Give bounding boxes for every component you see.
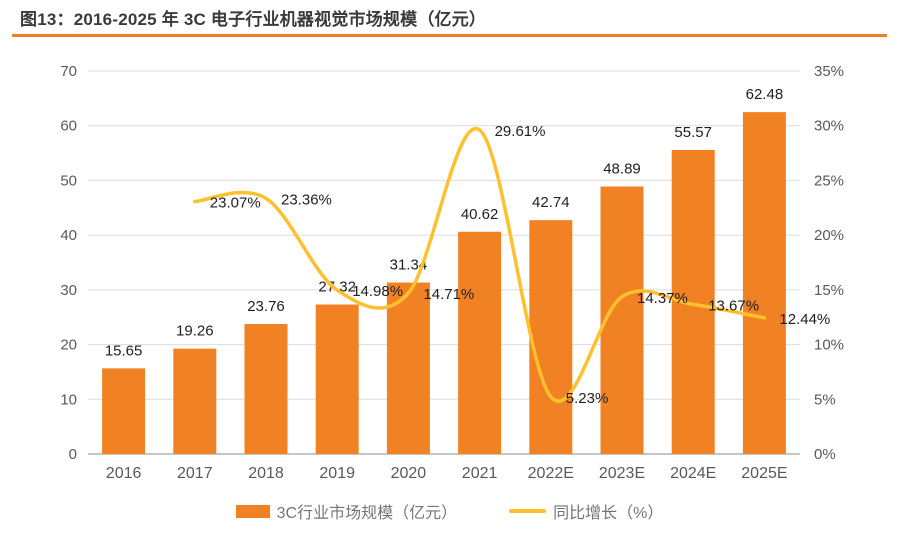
growth-point-label: 13.67%: [708, 297, 759, 314]
y-axis-left-tick-label: 40: [60, 227, 77, 244]
growth-point-label: 5.23%: [566, 390, 609, 407]
y-axis-left-tick-label: 30: [60, 282, 77, 299]
x-axis-label: 2025E: [741, 465, 787, 482]
bar-value-label: 55.57: [674, 124, 712, 141]
x-axis-label: 2019: [319, 465, 355, 482]
bar: [315, 304, 359, 454]
y-axis-left-tick-label: 60: [60, 118, 77, 135]
x-axis-label: 2020: [391, 465, 427, 482]
y-axis-right-tick-label: 0%: [814, 446, 836, 463]
growth-point-label: 23.36%: [281, 191, 332, 208]
y-axis-left-tick-label: 20: [60, 337, 77, 354]
bar: [600, 186, 644, 454]
y-axis-right-tick-label: 25%: [814, 172, 844, 189]
line-series-swatch-icon: [509, 509, 547, 513]
y-axis-left-tick-label: 10: [60, 391, 77, 408]
bar-value-label: 15.65: [105, 342, 143, 359]
y-axis-left-tick-label: 0: [69, 446, 77, 463]
growth-line: [193, 126, 767, 403]
y-axis-right-tick-label: 5%: [814, 391, 836, 408]
legend-item-market-size: 3C行业市场规模（亿元）: [235, 499, 458, 523]
bar-value-label: 62.48: [746, 86, 784, 103]
y-axis-left-tick-label: 50: [60, 172, 77, 189]
bar-series-swatch-icon: [235, 504, 270, 518]
figure-title: 图13：2016-2025 年 3C 电子行业机器视觉市场规模（亿元）: [12, 5, 486, 30]
bar: [102, 368, 146, 454]
growth-point-label: 14.37%: [637, 290, 688, 307]
bar: [386, 282, 430, 454]
bar-value-label: 40.62: [461, 206, 499, 223]
x-axis-label: 2018: [248, 465, 284, 482]
x-axis-label: 2016: [106, 465, 142, 482]
y-axis-right-tick-label: 20%: [814, 227, 844, 244]
x-axis-label: 2017: [177, 465, 213, 482]
growth-point-label: 12.44%: [779, 311, 830, 328]
growth-point-label: 14.98%: [352, 283, 403, 300]
bar: [173, 348, 217, 454]
legend-bar-label: 3C行业市场规模（亿元）: [276, 505, 458, 522]
figure-header: 图13：2016-2025 年 3C 电子行业机器视觉市场规模（亿元）: [12, 0, 887, 37]
growth-point-label: 23.07%: [210, 195, 261, 212]
legend: 3C行业市场规模（亿元） 同比增长（%）: [0, 499, 899, 523]
bar-value-label: 19.26: [176, 323, 214, 340]
bar-value-label: 48.89: [603, 161, 641, 178]
growth-point-label: 14.71%: [423, 286, 474, 303]
x-axis-label: 2023E: [599, 465, 645, 482]
legend-line-label: 同比增长（%）: [553, 505, 664, 522]
bar-value-label: 31.34: [390, 257, 428, 274]
y-axis-right-tick-label: 10%: [814, 337, 844, 354]
y-axis-right-tick-label: 15%: [814, 282, 844, 299]
growth-point-label: 29.61%: [495, 123, 546, 140]
y-axis-right-tick-label: 30%: [814, 118, 844, 135]
bar: [529, 220, 573, 454]
bar: [458, 231, 502, 454]
bar: [742, 112, 786, 454]
legend-item-yoy-growth: 同比增长（%）: [509, 499, 663, 523]
bar-value-label: 27.32: [318, 279, 356, 296]
y-axis-left-tick-label: 70: [60, 63, 77, 80]
y-axis-right-tick-label: 35%: [814, 63, 844, 80]
bar-value-label: 42.74: [532, 194, 570, 211]
figure-title-text: 2016-2025 年 3C 电子行业机器视觉市场规模（亿元）: [73, 9, 487, 29]
x-axis-label: 2021: [462, 465, 498, 482]
bar: [244, 323, 288, 454]
x-axis-label: 2022E: [528, 465, 574, 482]
bar-value-label: 23.76: [247, 298, 285, 315]
x-axis-label: 2024E: [670, 465, 716, 482]
figure-number-label: 图13：: [20, 9, 74, 29]
